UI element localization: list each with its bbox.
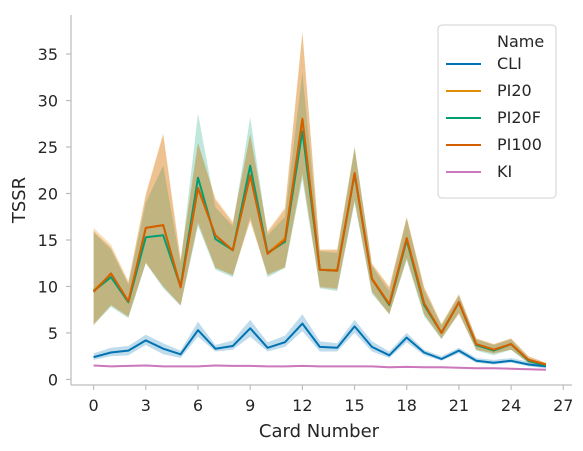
line-cli [93, 322, 547, 368]
y-tick-label: 30 [38, 92, 58, 111]
y-tick-label: 20 [38, 184, 58, 203]
x-tick-labels: 0 3 6 9 12 15 18 21 24 27 [89, 385, 573, 415]
legend-label-ki: KI [497, 162, 512, 181]
y-tick-label: 5 [48, 324, 58, 343]
legend-label-pi100: PI100 [497, 135, 542, 154]
x-tick-label: 3 [141, 396, 151, 415]
x-tick-label: 24 [501, 396, 521, 415]
x-tick-label: 21 [449, 396, 469, 415]
y-tick-label: 0 [48, 370, 58, 389]
series-lines [92, 117, 547, 371]
legend-label-pi20f: PI20F [497, 108, 541, 127]
line-ki [93, 364, 546, 371]
x-tick-label: 18 [397, 396, 417, 415]
x-tick-label: 9 [245, 396, 255, 415]
x-tick-label: 15 [344, 396, 364, 415]
x-tick-label: 12 [292, 396, 312, 415]
x-axis-label: Card Number [259, 421, 380, 442]
y-tick-label: 10 [38, 277, 58, 296]
legend-title: Name [497, 32, 544, 51]
x-tick-label: 27 [553, 396, 573, 415]
legend: Name CLI PI20 PI20F PI100 KI [437, 24, 557, 199]
line-pi100 [92, 118, 547, 366]
x-tick-label: 6 [193, 396, 203, 415]
legend-label-pi20: PI20 [497, 81, 532, 100]
y-axis-label: TSSR [9, 177, 30, 224]
y-tick-labels: 0 5 10 15 20 25 30 35 [38, 45, 71, 389]
legend-items: CLI PI20 PI20F PI100 KI [446, 54, 542, 181]
y-tick-label: 35 [38, 45, 58, 64]
x-tick-label: 0 [89, 396, 99, 415]
legend-label-cli: CLI [497, 54, 522, 73]
y-tick-label: 15 [38, 231, 58, 250]
legend-box [437, 24, 557, 199]
y-tick-label: 25 [38, 138, 58, 157]
